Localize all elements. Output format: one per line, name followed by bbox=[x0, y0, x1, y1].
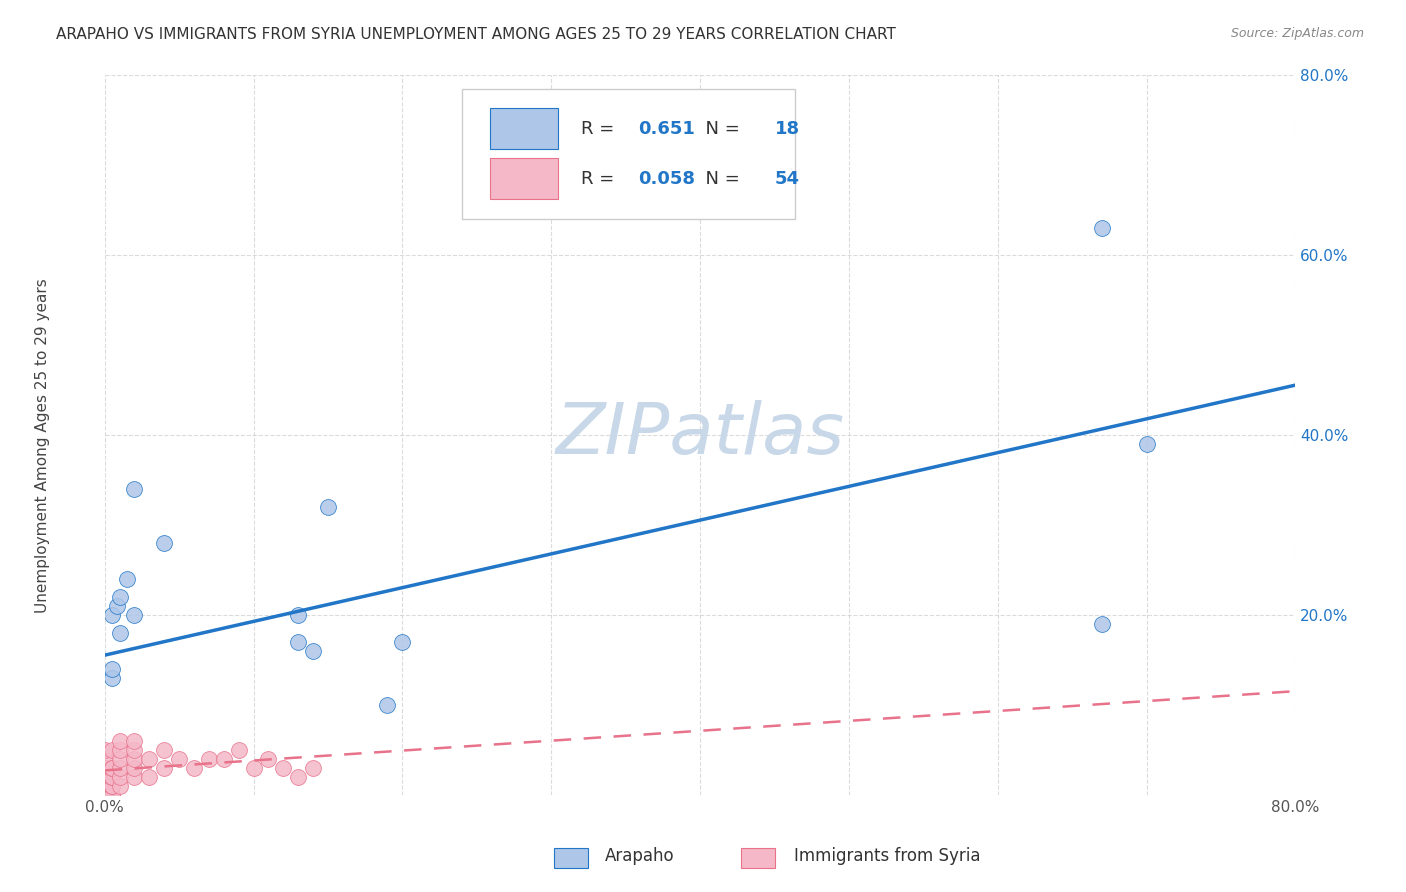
Point bbox=[108, 779, 131, 793]
Point bbox=[93, 761, 115, 775]
Point bbox=[93, 770, 115, 784]
Point bbox=[287, 607, 309, 622]
Point bbox=[93, 779, 115, 793]
Text: Immigrants from Syria: Immigrants from Syria bbox=[794, 847, 981, 865]
Point bbox=[93, 788, 115, 802]
Point bbox=[1091, 616, 1114, 631]
Point bbox=[153, 535, 176, 549]
Point bbox=[124, 752, 146, 766]
Point bbox=[228, 742, 250, 756]
Point bbox=[271, 761, 294, 775]
Text: 18: 18 bbox=[775, 120, 800, 137]
Point bbox=[93, 788, 115, 802]
Point bbox=[138, 752, 160, 766]
Text: 54: 54 bbox=[775, 170, 800, 188]
Text: N =: N = bbox=[695, 170, 745, 188]
Text: 0.058: 0.058 bbox=[638, 170, 695, 188]
Text: ZIPatlas: ZIPatlas bbox=[555, 401, 845, 469]
Point bbox=[302, 643, 325, 657]
Point bbox=[153, 742, 176, 756]
Point bbox=[108, 625, 131, 640]
Point bbox=[108, 733, 131, 747]
Point bbox=[101, 779, 124, 793]
Point bbox=[1136, 436, 1159, 450]
Point bbox=[108, 590, 131, 604]
Point bbox=[105, 599, 128, 613]
FancyBboxPatch shape bbox=[463, 89, 796, 219]
Point bbox=[302, 761, 325, 775]
Text: 0.651: 0.651 bbox=[638, 120, 695, 137]
Point bbox=[93, 788, 115, 802]
Point bbox=[108, 752, 131, 766]
FancyBboxPatch shape bbox=[491, 159, 558, 200]
Point bbox=[108, 770, 131, 784]
Point bbox=[316, 500, 339, 514]
Text: R =: R = bbox=[581, 170, 620, 188]
Point bbox=[377, 698, 399, 712]
Point bbox=[93, 761, 115, 775]
Point bbox=[93, 788, 115, 802]
Point bbox=[93, 761, 115, 775]
Point bbox=[287, 770, 309, 784]
Point bbox=[124, 482, 146, 496]
Text: N =: N = bbox=[695, 120, 745, 137]
Point bbox=[93, 770, 115, 784]
Point bbox=[101, 662, 124, 676]
Point bbox=[93, 752, 115, 766]
Point bbox=[124, 733, 146, 747]
Text: R =: R = bbox=[581, 120, 620, 137]
FancyBboxPatch shape bbox=[491, 108, 558, 149]
Point bbox=[93, 742, 115, 756]
Point bbox=[93, 788, 115, 802]
Point bbox=[101, 770, 124, 784]
Point bbox=[93, 788, 115, 802]
Point bbox=[108, 761, 131, 775]
Point bbox=[101, 770, 124, 784]
Point bbox=[138, 770, 160, 784]
Point bbox=[93, 779, 115, 793]
Point bbox=[101, 761, 124, 775]
Point bbox=[101, 788, 124, 802]
Point bbox=[242, 761, 264, 775]
Point bbox=[101, 788, 124, 802]
Point bbox=[212, 752, 235, 766]
Point bbox=[153, 761, 176, 775]
Point bbox=[257, 752, 280, 766]
Point bbox=[101, 779, 124, 793]
Point bbox=[93, 788, 115, 802]
Point bbox=[115, 572, 138, 586]
Point bbox=[93, 770, 115, 784]
Text: Arapaho: Arapaho bbox=[605, 847, 675, 865]
Point bbox=[101, 761, 124, 775]
Point bbox=[124, 770, 146, 784]
Text: ARAPAHO VS IMMIGRANTS FROM SYRIA UNEMPLOYMENT AMONG AGES 25 TO 29 YEARS CORRELAT: ARAPAHO VS IMMIGRANTS FROM SYRIA UNEMPLO… bbox=[56, 27, 896, 42]
Point bbox=[391, 634, 413, 648]
Point bbox=[101, 742, 124, 756]
Point bbox=[124, 607, 146, 622]
Text: Unemployment Among Ages 25 to 29 years: Unemployment Among Ages 25 to 29 years bbox=[35, 278, 49, 614]
Point bbox=[101, 607, 124, 622]
Point bbox=[124, 742, 146, 756]
Point bbox=[93, 779, 115, 793]
Point bbox=[287, 634, 309, 648]
Point bbox=[1091, 220, 1114, 235]
Point bbox=[101, 671, 124, 685]
Point bbox=[198, 752, 221, 766]
Point bbox=[93, 770, 115, 784]
Point bbox=[108, 742, 131, 756]
Point bbox=[124, 761, 146, 775]
Point bbox=[183, 761, 205, 775]
Point bbox=[167, 752, 190, 766]
Text: Source: ZipAtlas.com: Source: ZipAtlas.com bbox=[1230, 27, 1364, 40]
Point bbox=[93, 788, 115, 802]
